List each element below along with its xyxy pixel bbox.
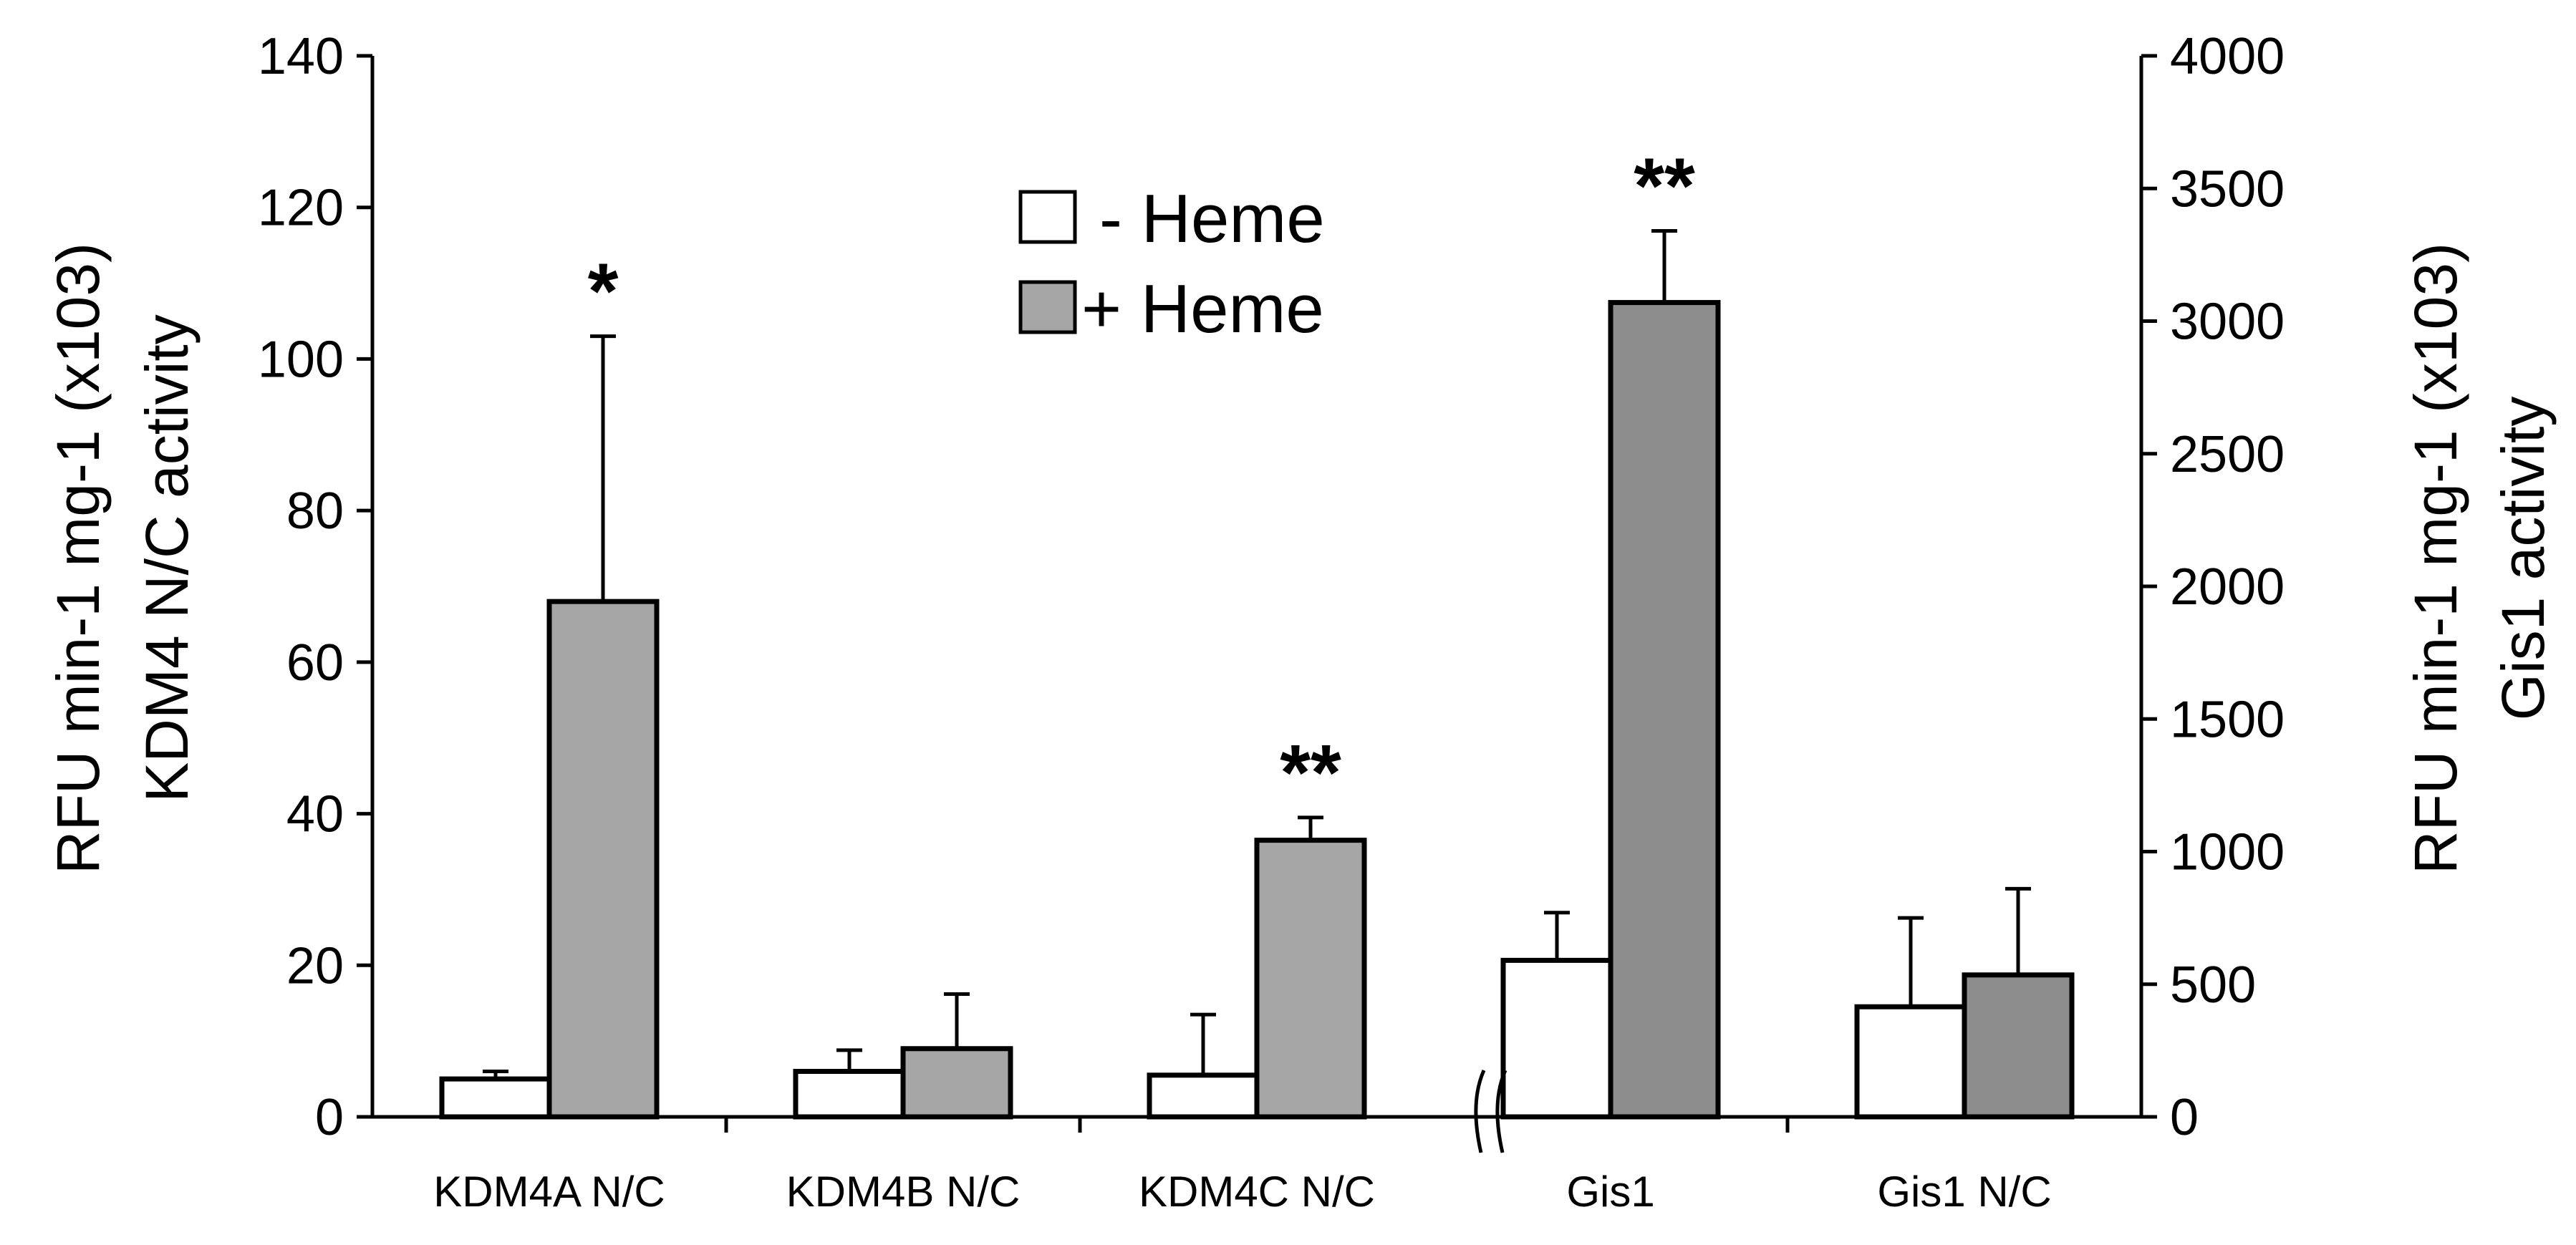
bar-minus-heme — [1500, 957, 1613, 1120]
legend-swatch-plus-heme — [1018, 280, 1077, 334]
bar-plus-heme — [1254, 838, 1367, 1120]
axis-break-marker — [1474, 1069, 1508, 1153]
left-tick-label: 80 — [286, 483, 344, 540]
right-tick-label: 0 — [2170, 1089, 2199, 1146]
bar-minus-heme — [1854, 1004, 1967, 1120]
significance-marker: ** — [1280, 729, 1341, 817]
right-tick-label: 1500 — [2170, 691, 2285, 748]
bar-minus-heme — [439, 1076, 552, 1120]
x-category-label: Gis1 N/C — [1877, 1168, 2051, 1216]
bar-plus-heme — [1608, 300, 1721, 1120]
left-axis-title-line2: KDM4 N/C activity — [133, 314, 201, 802]
right-axis-title-line2: Gis1 activity — [2489, 397, 2557, 721]
left-y-axis: 0 20 40 60 80 100 120 140 — [258, 28, 375, 1146]
left-tick-label: 120 — [258, 180, 344, 237]
x-axis: KDM4A N/C KDM4B N/C KDM4C N/C Gis1 Gis1 N/C — [372, 1115, 2141, 1216]
left-axis-title-text: RFU min-1 mg-1 (x103) — [44, 243, 112, 874]
bar-minus-heme — [1147, 1072, 1260, 1120]
right-tick-label: 1000 — [2170, 824, 2285, 881]
legend-swatch-minus-heme — [1018, 190, 1077, 244]
bar-minus-heme — [793, 1068, 906, 1120]
right-tick-label: 3000 — [2170, 294, 2285, 351]
x-category-label: KDM4C N/C — [1139, 1168, 1375, 1216]
left-axis-title-line1: RFU min-1 mg-1 (x103) — [44, 243, 112, 874]
left-tick-label: 140 — [258, 28, 344, 85]
bar-plus-heme — [1962, 972, 2075, 1120]
right-tick-label: 2000 — [2170, 558, 2285, 616]
bar-plus-heme — [900, 1046, 1013, 1120]
legend-label-plus-heme: + Heme — [1081, 271, 1324, 347]
significance-marker: * — [588, 248, 619, 336]
right-axis-title-line1: RFU min-1 mg-1 (x103) — [2402, 243, 2469, 874]
right-tick-label: 4000 — [2170, 28, 2285, 85]
x-category-label: Gis1 — [1566, 1168, 1654, 1216]
right-y-axis: 0 500 1000 1500 2000 2500 3000 3500 4000 — [2139, 28, 2285, 1146]
significance-marker: ** — [1634, 142, 1695, 231]
right-tick-label: 500 — [2170, 956, 2256, 1014]
right-tick-label: 3500 — [2170, 160, 2285, 218]
right-tick-label: 2500 — [2170, 426, 2285, 483]
bar-plus-heme — [546, 599, 660, 1120]
x-category-label: KDM4B N/C — [786, 1168, 1021, 1216]
x-category-label: KDM4A N/C — [433, 1168, 665, 1216]
legend: - Heme + Heme — [1018, 180, 1325, 347]
left-tick-label: 40 — [286, 786, 344, 843]
left-tick-label: 60 — [286, 634, 344, 692]
left-tick-label: 0 — [315, 1089, 344, 1146]
significance-markers: ***** — [588, 142, 1695, 817]
left-tick-label: 20 — [286, 937, 344, 994]
legend-label-minus-heme: - Heme — [1099, 180, 1325, 257]
bar-series — [439, 229, 2075, 1120]
left-tick-label: 100 — [258, 331, 344, 388]
